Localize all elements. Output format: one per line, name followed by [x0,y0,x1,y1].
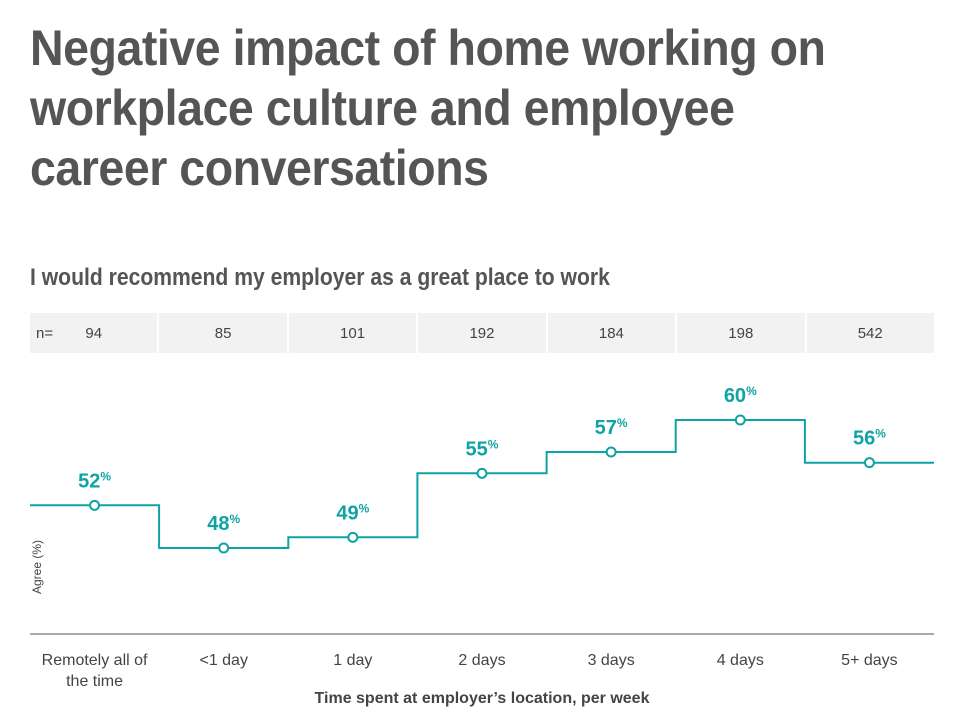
data-point [347,531,359,543]
n-value: 198 [728,324,754,342]
data-point [734,414,746,426]
n-value: 101 [340,324,366,342]
data-label: 57% [595,416,628,439]
n-value: 184 [598,324,624,342]
n-cell: 198 [677,313,805,353]
n-cell: 192 [418,313,546,353]
y-axis-label: Agree (%) [30,540,44,594]
x-tick-label: 4 days [717,652,764,669]
n-label: n= [36,325,54,342]
data-label: 48% [207,512,240,535]
chart-subtitle: I would recommend my employer as a great… [30,264,610,291]
x-tick-label: 2 days [458,652,505,669]
sample-size-row: n= 94 85 101 192 184 198 542 [30,313,934,353]
n-cell: n= 94 [30,313,158,353]
n-cell: 85 [159,313,287,353]
x-tick-label: 3 days [588,652,635,669]
chart-title: Negative impact of home working on workp… [30,20,826,196]
data-label: 52% [78,469,111,492]
n-cell: 542 [806,313,934,353]
data-label: 56% [853,427,886,450]
x-tick-label: Remotely all of the time [42,652,148,690]
x-tick-label: <1 day [199,652,247,669]
x-axis-title: Time spent at employer’s location, per w… [314,690,650,707]
n-value: 94 [85,324,103,342]
data-label: 55% [466,437,499,460]
data-point [218,542,230,554]
x-tick-label: 5+ days [841,652,897,669]
data-point [89,499,101,511]
n-cell: 101 [288,313,417,353]
data-label: 49% [336,501,369,524]
data-point [605,446,617,458]
data-point [863,457,875,469]
data-label: 60% [724,384,757,407]
data-point [476,467,488,479]
n-cell: 184 [547,313,676,353]
n-value: 85 [214,324,232,342]
x-tick-label: 1 day [333,652,372,669]
n-value: 542 [857,324,883,342]
n-value: 192 [469,324,495,342]
